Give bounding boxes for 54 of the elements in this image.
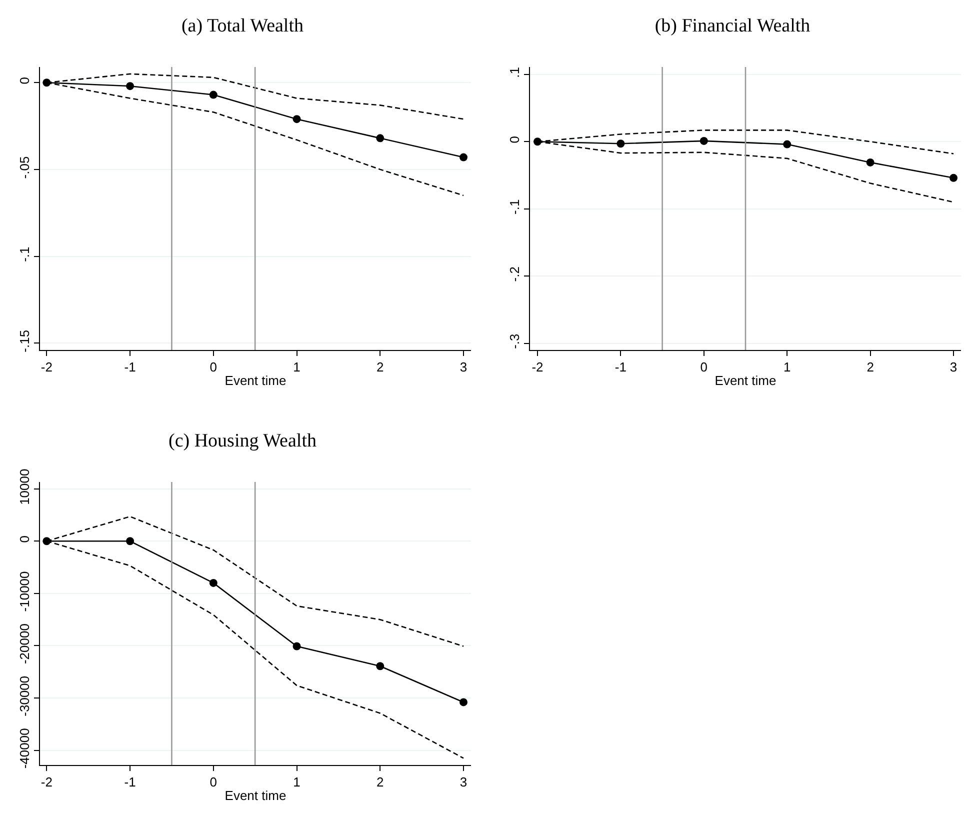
y-tick-label: 0 [16, 536, 32, 543]
y-tick-label: -.15 [16, 330, 32, 352]
x-tick-label: 2 [376, 774, 384, 790]
point [126, 537, 134, 546]
y-tick-label: -.1 [16, 246, 32, 262]
x-tick-label: -2 [532, 360, 544, 375]
x-tick-label: -1 [124, 360, 136, 375]
y-tick-label: 0 [506, 136, 522, 144]
x-tick-label: 1 [293, 774, 300, 790]
x-tick-label: 1 [293, 360, 300, 375]
chart-title: (b) Financial Wealth [654, 16, 811, 37]
y-tick-label: -.05 [16, 156, 32, 179]
point [376, 662, 384, 670]
x-tick-label: -2 [40, 774, 52, 790]
point [376, 134, 384, 142]
point [783, 140, 792, 148]
x-tick-label: 3 [460, 774, 468, 790]
x-tick-label: 0 [700, 360, 708, 375]
point [126, 82, 134, 90]
x-tick-label: 3 [460, 360, 468, 375]
x-tick-label: 2 [376, 360, 384, 375]
point [700, 136, 708, 145]
point [209, 578, 218, 587]
y-tick-label: -40000 [16, 728, 32, 769]
y-tick-label: -.3 [506, 334, 522, 349]
point [866, 158, 874, 166]
x-tick-label: 2 [866, 360, 874, 375]
point [460, 153, 468, 162]
x-axis-title: Event time [224, 788, 286, 804]
y-tick-label: .1 [506, 67, 522, 78]
y-tick-label: -20000 [16, 624, 32, 664]
chart-title: (a) Total Wealth [181, 16, 304, 37]
x-axis-title: Event time [224, 373, 286, 388]
point [616, 140, 625, 148]
x-tick-label: 0 [210, 774, 218, 790]
y-tick-label: -10000 [16, 571, 32, 612]
y-tick-label: 0 [16, 77, 32, 84]
y-tick-label: 10000 [16, 468, 32, 505]
y-tick-label: -.2 [506, 266, 522, 282]
x-tick-label: 1 [783, 360, 791, 375]
x-tick-label: -1 [124, 774, 136, 790]
y-tick-label: -.1 [506, 199, 522, 214]
y-tick-label: -30000 [16, 676, 32, 716]
point [209, 90, 218, 99]
point [460, 698, 468, 706]
point [292, 642, 301, 650]
x-tick-label: 3 [950, 360, 958, 375]
point [292, 115, 301, 124]
x-tick-label: -1 [614, 360, 626, 375]
point [950, 174, 958, 182]
x-tick-label: 0 [210, 360, 218, 375]
x-axis-title: Event time [714, 373, 776, 388]
x-tick-label: -2 [40, 360, 52, 375]
chart-title: (c) Housing Wealth [168, 430, 317, 452]
